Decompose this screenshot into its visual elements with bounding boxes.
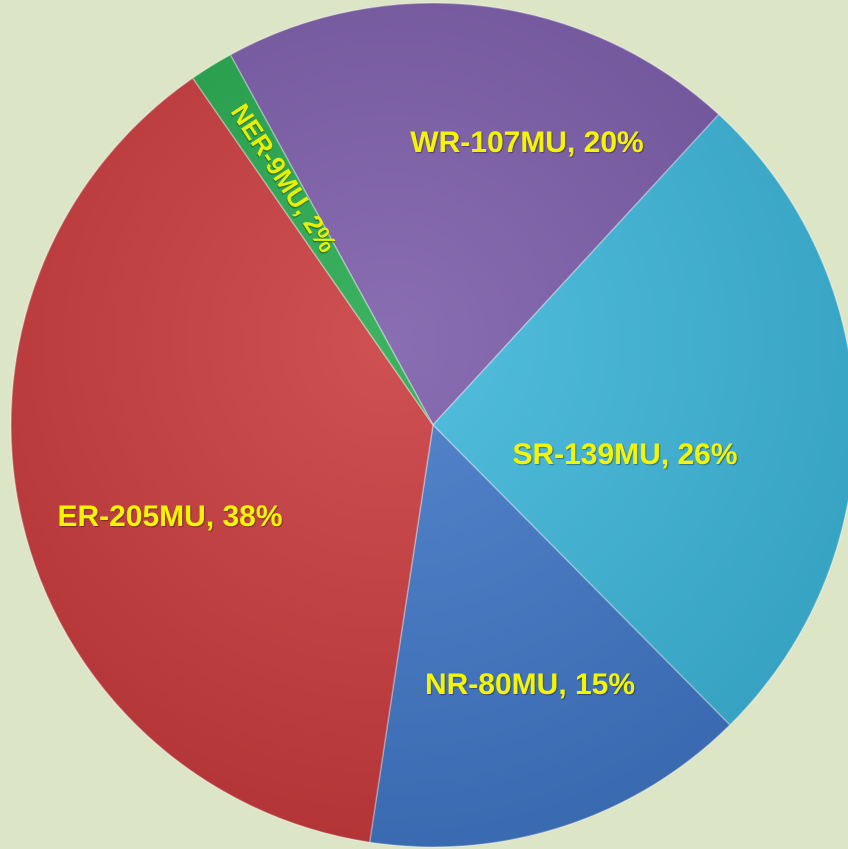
data-label: SR-139MU, 26% — [512, 438, 738, 471]
data-label: NR-80MU, 15% — [424, 668, 636, 701]
data-label: ER-205MU, 38% — [57, 500, 283, 533]
data-label: WR-107MU, 20% — [410, 126, 644, 159]
